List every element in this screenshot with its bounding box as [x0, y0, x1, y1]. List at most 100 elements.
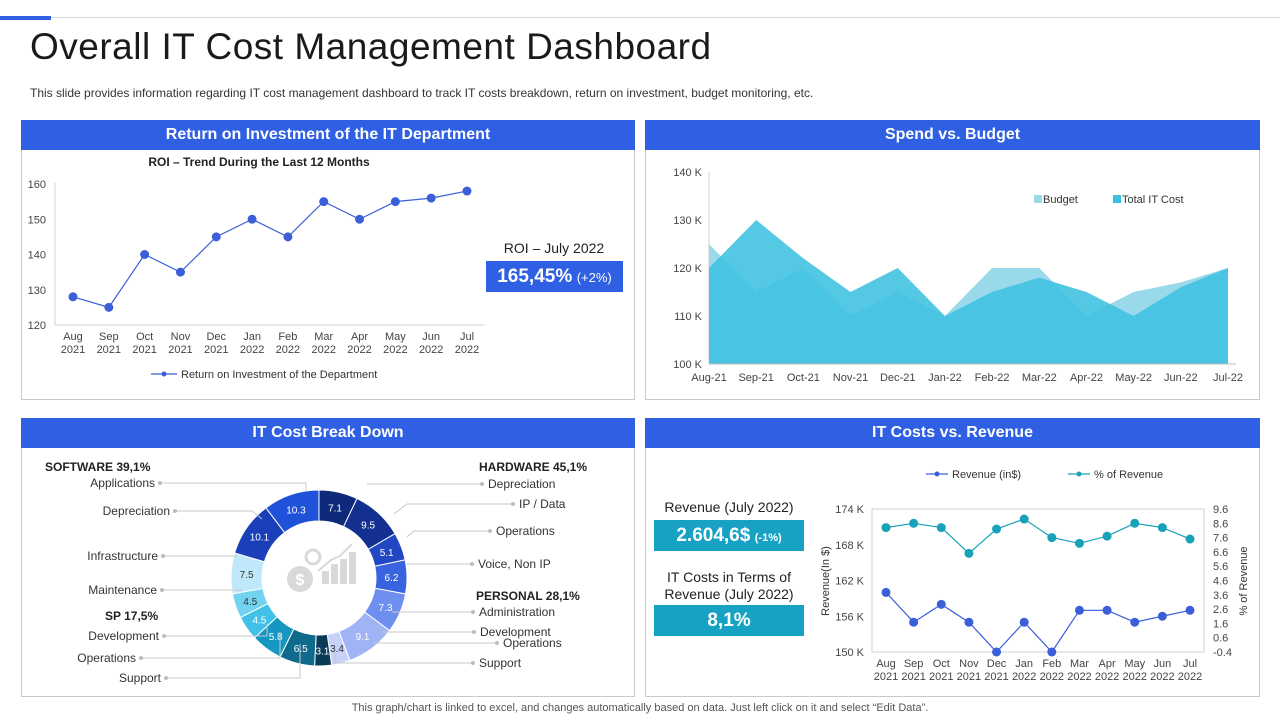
revenue-data-point: [1019, 617, 1029, 627]
footer-note: This graph/chart is linked to excel, and…: [351, 702, 929, 714]
personal-support-label: Support: [479, 656, 522, 670]
personal-development-label: Development: [480, 625, 551, 639]
roi-x-tick-year: 2022: [383, 344, 407, 356]
revenue-x-tick-year: 2022: [1040, 671, 1064, 683]
revenue-data-point: [964, 548, 974, 558]
leader-dot: [160, 588, 164, 592]
leader-dot: [480, 482, 484, 486]
revenue-x-tick-month: Feb: [1042, 658, 1061, 670]
revenue-x-tick-month: Nov: [959, 658, 979, 670]
software-applications-label: Applications: [90, 476, 155, 490]
leader-line: [160, 482, 307, 491]
spend-legend-label: Total IT Cost: [1122, 194, 1184, 206]
revenue-x-tick-year: 2022: [1012, 671, 1036, 683]
revenue-data-point: [1047, 647, 1057, 657]
revenue-data-point: [992, 647, 1002, 657]
revenue-left-tick-label: 150 K: [835, 647, 864, 659]
revenue-kpi-change: (-1%): [754, 532, 782, 544]
revenue-x-tick-year: 2022: [1178, 671, 1202, 683]
spend-x-tick-label: Dec-21: [880, 372, 915, 384]
roi-data-point: [390, 197, 400, 207]
roi-x-tick-month: Dec: [206, 331, 226, 343]
revenue-right-tick-label: 7.6: [1213, 533, 1228, 545]
leader-line: [406, 530, 490, 538]
revenue-data-point: [1019, 514, 1029, 524]
donut-segment-label: 3.4: [330, 644, 344, 655]
leader-line: [164, 624, 268, 637]
donut-segment-label: 6.5: [294, 644, 308, 655]
roi-x-tick-year: 2022: [419, 344, 443, 356]
revenue-x-tick-year: 2022: [1067, 671, 1091, 683]
roi-x-tick-year: 2022: [311, 344, 335, 356]
donut-segment-label: 10.1: [250, 533, 270, 544]
revenue-data-point: [1185, 605, 1195, 615]
revenue-data-point: [909, 617, 919, 627]
leader-line: [166, 644, 301, 679]
revenue-panel-header: IT Costs vs. Revenue: [645, 418, 1260, 448]
roi-data-point: [211, 232, 221, 242]
spend-x-tick-label: Feb-22: [975, 372, 1010, 384]
leader-line: [175, 510, 263, 520]
spend-x-tick-label: Sep-21: [738, 372, 773, 384]
revenue-data-point: [1102, 605, 1112, 615]
donut-segment-label: 10.3: [286, 505, 306, 516]
revenue-x-tick-month: Jul: [1183, 658, 1197, 670]
roi-y-tick-label: 120: [28, 320, 46, 332]
spend-area-total-it-cost: [709, 220, 1228, 364]
revenue-data-point: [1102, 531, 1112, 541]
revenue-left-tick-label: 156 K: [835, 611, 864, 623]
revenue-data-point: [1185, 534, 1195, 544]
roi-trend-chart: ROI – Trend During the Last 12 Months 120…: [28, 155, 484, 381]
revenue-right-axis-title: % of Revenue: [1238, 546, 1250, 615]
roi-data-point: [104, 302, 114, 312]
roi-x-tick-month: Apr: [351, 331, 368, 343]
spend-legend-label: Budget: [1043, 194, 1078, 206]
revenue-x-tick-year: 2021: [901, 671, 925, 683]
sp-operations-label: Operations: [77, 651, 136, 665]
revenue-right-tick-label: 1.6: [1213, 618, 1228, 630]
roi-y-tick-label: 160: [28, 179, 46, 191]
spend-vs-budget-chart: 100 K 110 K 120 K 130 K 140 K Aug-21 Sep-21 Oct…: [673, 167, 1243, 384]
roi-kpi-label: ROI – July 2022: [503, 240, 605, 256]
roi-x-tick-year: 2022: [347, 344, 371, 356]
roi-legend-label: Return on Investment of the Department: [181, 369, 377, 381]
roi-x-tick-year: 2021: [61, 344, 85, 356]
personal-operations-label: Operations: [503, 636, 562, 650]
revenue-right-tick-label: 3.6: [1213, 590, 1228, 602]
leader-dot: [164, 676, 168, 680]
roi-kpi-change: (+2%): [576, 270, 612, 285]
revenue-data-point: [881, 587, 891, 597]
roi-series-line: [72, 190, 468, 309]
roi-x-tick-year: 2021: [204, 344, 228, 356]
spend-x-tick-label: May-22: [1115, 372, 1152, 384]
leader-dot: [161, 554, 165, 558]
revenue-legend-marker: [1076, 471, 1082, 477]
roi-x-tick-month: Oct: [136, 331, 153, 343]
spend-legend-swatch: [1034, 195, 1042, 203]
hardware-ipdata-label: IP / Data: [519, 497, 566, 511]
roi-data-point: [247, 214, 257, 224]
roi-x-tick-year: 2022: [276, 344, 300, 356]
roi-x-tick-year: 2022: [240, 344, 264, 356]
personal-administration-label: Administration: [479, 605, 555, 619]
roi-y-tick-label: 140: [28, 250, 46, 262]
revenue-right-tick-label: 6.6: [1213, 547, 1228, 559]
revenue-data-point: [909, 518, 919, 528]
share-kpi-box: 8,1%: [654, 605, 804, 636]
share-kpi-value: 8,1%: [707, 610, 751, 631]
spend-x-tick-label: Jun-22: [1164, 372, 1198, 384]
hardware-title: HARDWARE 45,1%: [479, 460, 587, 474]
spend-x-tick-label: Jul-22: [1213, 372, 1243, 384]
revenue-left-tick-label: 162 K: [835, 576, 864, 588]
spend-y-tick-label: 130 K: [673, 215, 702, 227]
revenue-right-tick-label: -0.4: [1213, 647, 1232, 659]
roi-x-tick-month: Jan: [243, 331, 261, 343]
leader-dot: [470, 562, 474, 566]
leader-dot: [471, 610, 475, 614]
revenue-data-point: [881, 523, 891, 533]
revenue-right-tick-label: 9.6: [1213, 504, 1228, 516]
spend-panel: Spend vs. Budget 100 K 110 K 120 K 130 K 140…: [645, 120, 1260, 400]
revenue-series-line: [885, 518, 1191, 555]
revenue-data-point: [1074, 538, 1084, 548]
hardware-operations-label: Operations: [496, 524, 555, 538]
